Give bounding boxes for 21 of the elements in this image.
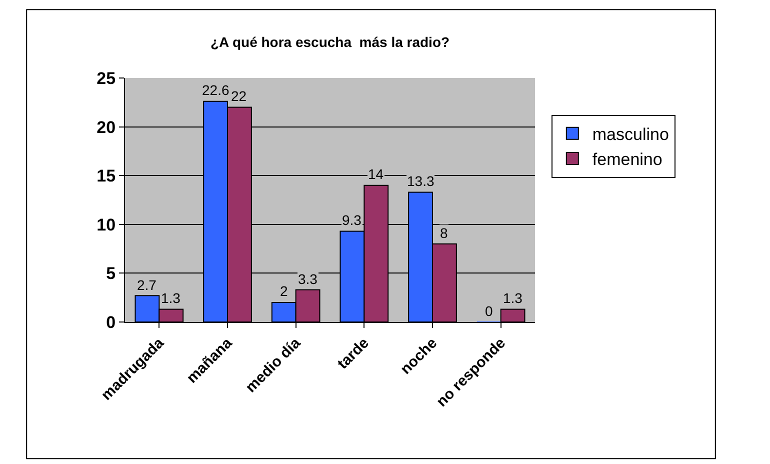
data-label: 1.3	[161, 290, 181, 306]
data-label: 22.6	[202, 82, 230, 98]
data-label: 9.3	[342, 212, 362, 228]
legend-label: masculino	[592, 125, 669, 144]
data-label: 8	[440, 225, 448, 241]
data-label: 13.3	[407, 173, 434, 189]
chart-title: ¿A qué hora escucha más la radio?	[210, 34, 450, 50]
legend-label: femenino	[592, 150, 662, 170]
data-label: 3.3	[298, 271, 318, 287]
data-label: 22	[231, 88, 247, 104]
data-label: 1.3	[503, 290, 523, 306]
data-label: 2.7	[137, 277, 157, 293]
y-tick-label: 5	[106, 264, 116, 284]
data-label: 0	[485, 303, 493, 319]
data-label: 14	[368, 166, 384, 182]
data-label: 2	[280, 283, 288, 299]
y-tick-label: 20	[96, 118, 116, 137]
y-tick-label: 0	[106, 312, 116, 332]
y-tick-label: 10	[96, 215, 116, 234]
y-tick-label: 15	[96, 166, 116, 186]
y-tick-label: 25	[96, 68, 116, 88]
